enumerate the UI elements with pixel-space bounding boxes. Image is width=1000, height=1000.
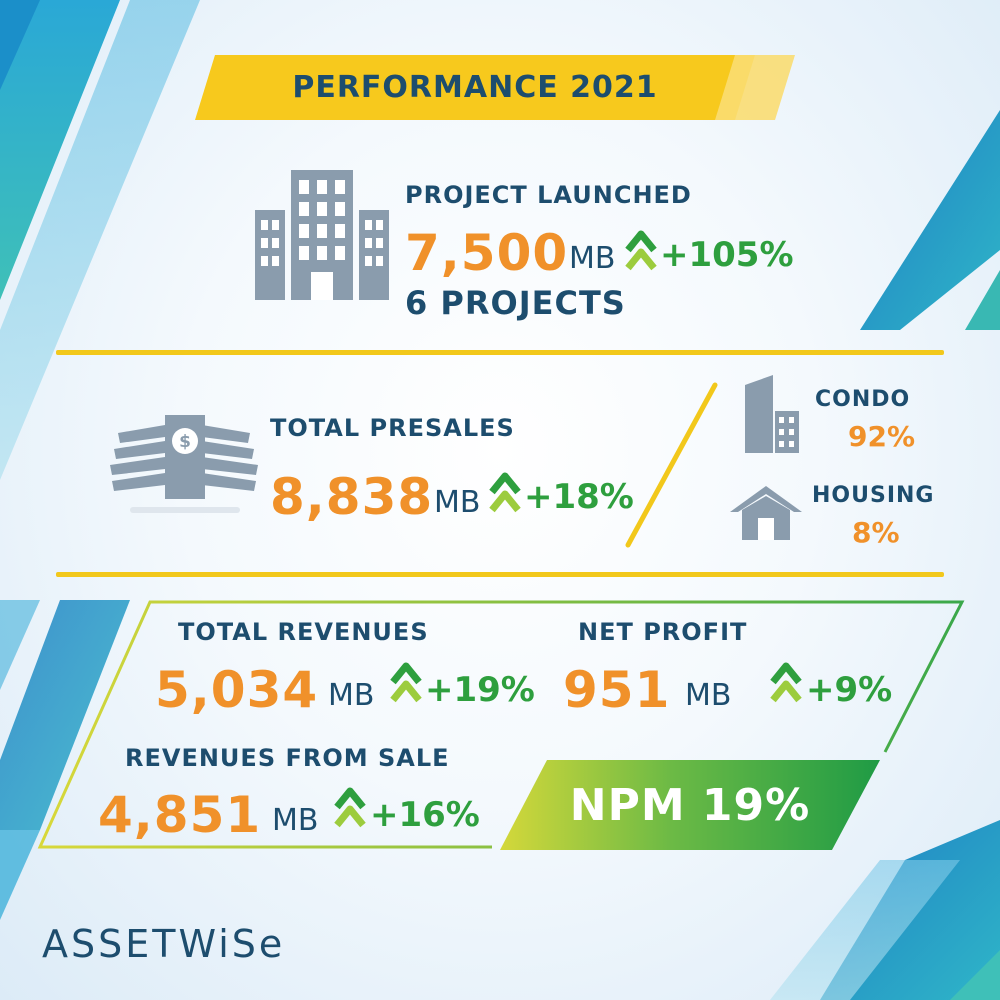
revenues-change: +19% <box>425 670 535 710</box>
launched-unit: MB <box>569 241 616 276</box>
up-arrow-icon <box>625 230 657 271</box>
condo-building-icon <box>745 375 799 453</box>
housing-value: 8% <box>852 516 900 549</box>
launched-value: 7,500 <box>405 224 569 282</box>
housing-label: HOUSING <box>812 483 935 508</box>
npm-text: NPM 19% <box>569 779 811 831</box>
sale-revenues-value: 4,851 <box>98 786 262 844</box>
net-profit-change: +9% <box>806 670 893 710</box>
stripe-right <box>860 110 1000 330</box>
npm-panel <box>500 760 880 850</box>
stripe-left-mid <box>0 600 40 690</box>
revenues-value: 5,034 <box>155 661 319 719</box>
title-wrap: PERFORMANCE 2021 <box>195 55 755 120</box>
stripe-bottom-right-3 <box>770 860 960 1000</box>
svg-text:$: $ <box>179 432 191 452</box>
divider-middle <box>56 572 944 577</box>
up-arrow-icon <box>390 662 422 703</box>
launched-change: +105% <box>660 235 794 275</box>
stripe-bottom-left <box>0 600 130 830</box>
presales-value: 8,838 <box>270 468 434 526</box>
sale-revenues-change: +16% <box>370 795 480 835</box>
revenues-label: TOTAL REVENUES <box>178 618 429 646</box>
sale-revenues-label: REVENUES FROM SALE <box>125 744 450 772</box>
brand-logo: ASSETWiSe <box>42 922 286 966</box>
divider-top <box>56 350 944 355</box>
presales-slash <box>625 382 718 548</box>
presales-unit: MB <box>434 485 481 520</box>
page-title: PERFORMANCE 2021 <box>292 70 658 105</box>
stripe-bottom-right-2 <box>950 950 1000 1000</box>
revenues-unit: MB <box>328 678 375 713</box>
condo-label: CONDO <box>815 387 911 412</box>
presales-change: +18% <box>524 477 634 517</box>
stripe-right-2 <box>965 270 1000 330</box>
net-profit-label: NET PROFIT <box>578 618 748 646</box>
up-arrow-icon <box>334 787 366 828</box>
stripe-top-left <box>0 0 120 300</box>
presales-label: TOTAL PRESALES <box>270 414 515 442</box>
building-icon <box>255 170 389 300</box>
launched-label: PROJECT LAUNCHED <box>405 181 692 209</box>
net-profit-unit: MB <box>685 678 732 713</box>
stripe-top-left-3 <box>0 0 40 90</box>
npm-wrap: NPM 19% <box>505 760 875 850</box>
title-banner <box>195 55 795 120</box>
net-profit-value: 951 <box>563 661 671 719</box>
sale-revenues-unit: MB <box>272 803 319 838</box>
condo-value: 92% <box>848 420 916 453</box>
launched-projects: 6 PROJECTS <box>405 284 626 322</box>
up-arrow-icon <box>489 472 521 513</box>
stripe-top-left-2 <box>0 0 200 480</box>
up-arrow-icon <box>770 662 802 703</box>
stripe-bottom-left-2 <box>0 830 40 920</box>
money-stack-icon: $ <box>110 415 258 513</box>
house-icon <box>730 486 802 540</box>
